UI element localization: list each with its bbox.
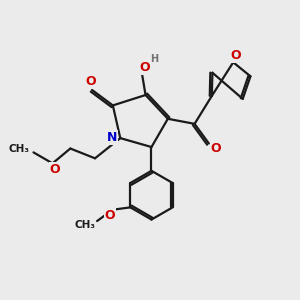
Text: O: O [230,49,241,62]
Text: O: O [105,209,116,222]
Text: N: N [107,131,117,144]
Text: O: O [50,163,60,176]
Text: H: H [150,54,158,64]
Text: CH₃: CH₃ [9,144,30,154]
Text: CH₃: CH₃ [74,220,95,230]
Text: O: O [85,75,96,88]
Text: O: O [211,142,221,155]
Text: O: O [139,61,150,74]
